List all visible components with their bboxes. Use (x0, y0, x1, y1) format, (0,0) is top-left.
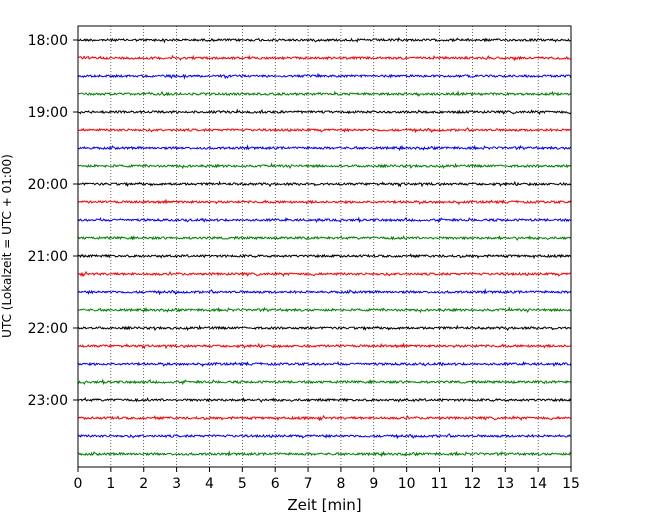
trace-line (77, 36, 571, 44)
trace-line (77, 433, 572, 440)
x-tick-label: 14 (529, 476, 547, 492)
x-tick-label: 0 (74, 476, 83, 492)
trace-line (77, 397, 572, 403)
x-tick-label: 7 (304, 476, 313, 492)
trace-line (77, 127, 571, 134)
x-axis-label: Zeit [min] (287, 496, 361, 514)
trace-line (77, 450, 572, 458)
trace-line (77, 306, 572, 314)
y-tick-label: 21:00 (28, 249, 68, 265)
x-tick-label: 2 (139, 476, 148, 492)
axes: 0 1 2 3 4 5 6 7 8 9 10 11 12 13 14 1518:0019:0020:0021:… (28, 33, 580, 492)
x-tick-label: 13 (496, 476, 514, 492)
x-tick-label: 3 (172, 476, 181, 492)
plot-area (77, 26, 572, 467)
plot-frame (77, 25, 572, 468)
trace-line (77, 360, 572, 368)
y-axis-label: UTC (Lokalzeit = UTC + 01:00) (0, 154, 14, 338)
trace-line (77, 90, 572, 97)
y-tick-label: 20:00 (28, 177, 68, 193)
x-tick-label: 11 (431, 476, 449, 492)
y-tick-label: 18:00 (28, 33, 68, 49)
x-tick-label: 5 (238, 476, 247, 492)
x-tick-label: 6 (271, 476, 280, 492)
trace-line (77, 324, 572, 332)
y-tick-label: 22:00 (28, 321, 68, 337)
x-tick-label: 9 (369, 476, 378, 492)
trace-line (77, 270, 571, 278)
trace-line (77, 108, 572, 116)
y-tick-label: 19:00 (28, 105, 68, 121)
trace-line (77, 235, 572, 241)
x-tick-label: 12 (463, 476, 481, 492)
trace-line (77, 378, 572, 386)
trace-line (77, 144, 572, 152)
trace-line (77, 54, 572, 62)
trace-line (77, 198, 572, 206)
trace-line (77, 162, 571, 170)
trace-line (77, 342, 572, 350)
trace-line (77, 288, 572, 296)
x-tick-label: 8 (336, 476, 345, 492)
x-tick-label: 4 (205, 476, 214, 492)
y-tick-label: 23:00 (28, 393, 68, 409)
x-tick-label: 15 (562, 476, 580, 492)
trace-line (77, 72, 572, 80)
trace-line (77, 253, 572, 260)
trace-line (77, 180, 572, 188)
trace-line (77, 216, 572, 224)
trace-line (77, 414, 571, 422)
x-tick-label: 1 (106, 476, 115, 492)
x-tick-label: 10 (398, 476, 416, 492)
